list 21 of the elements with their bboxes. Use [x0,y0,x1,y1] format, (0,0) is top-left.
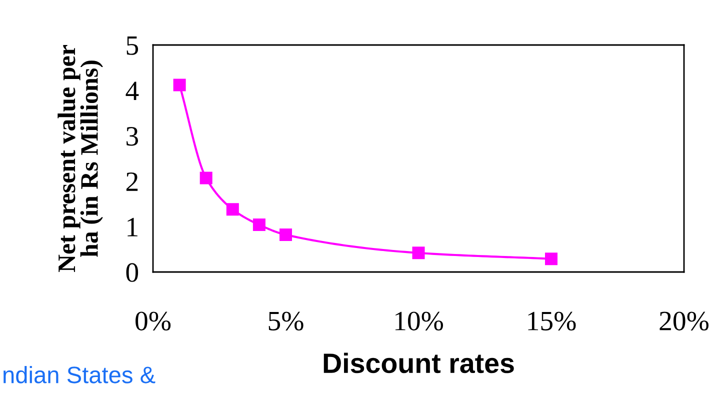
y-tick-label: 3 [126,127,138,146]
y-tick-label: 0 [126,263,138,282]
x-tick-label: 5% [268,312,304,331]
point [280,228,292,242]
x-tick-label: 15% [528,312,576,331]
x-tick-label: 0% [136,312,171,331]
x-tick-label: 20% [660,312,709,331]
y-tick-label: 4 [126,82,139,100]
y-tick-label: 2 [126,172,138,191]
point [545,252,558,266]
x-tick-label: 10% [395,312,444,331]
point [412,246,425,260]
point [173,78,186,92]
point [226,203,239,216]
point [252,218,266,232]
text: ndian States & [4,366,156,384]
point [200,172,212,184]
y-tick-label: 5 [126,36,138,55]
x-axis-title: Discount rates [324,352,514,374]
y-axis-title: Net present value per ha (in Rs Millions) [58,45,103,272]
y-tick-label: 1 [128,218,138,236]
